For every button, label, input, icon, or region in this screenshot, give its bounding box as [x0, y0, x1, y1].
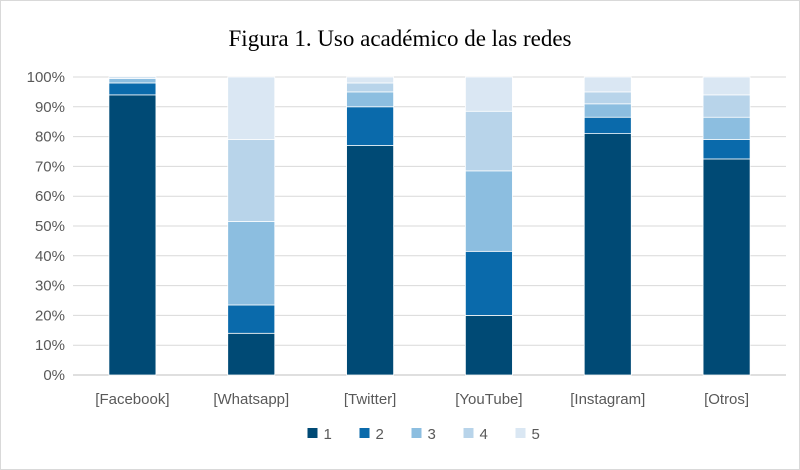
- bar-segment-3: [346, 91, 394, 108]
- x-category-label: [Otros]: [704, 391, 749, 408]
- bars: [108, 76, 751, 376]
- legend-label: 5: [532, 426, 540, 443]
- bar-segment-4: [465, 110, 513, 172]
- bar-segment-4: [346, 82, 394, 93]
- y-tick-label: 90%: [35, 99, 65, 116]
- legend-swatch: [515, 428, 526, 438]
- legend-label: 2: [376, 426, 384, 443]
- bar-segment-1: [583, 133, 632, 376]
- y-tick-label: 10%: [35, 337, 65, 354]
- x-category-label: [Facebook]: [95, 391, 169, 408]
- bar-segment-1: [465, 315, 513, 376]
- bar-segment-2: [465, 250, 513, 316]
- bar-segment-1: [346, 145, 394, 376]
- y-tick-label: 70%: [35, 158, 65, 175]
- y-tick-label: 40%: [35, 248, 65, 265]
- y-tick-label: 0%: [43, 367, 65, 384]
- bar-segment-3: [465, 170, 513, 252]
- x-category-label: [Twitter]: [344, 391, 397, 408]
- bar-segment-2: [227, 304, 276, 334]
- bar-segment-3: [227, 221, 276, 306]
- legend-label: 1: [324, 426, 332, 443]
- y-tick-label: 80%: [35, 129, 65, 146]
- legend-swatch: [463, 428, 474, 438]
- bar-segment-3: [583, 103, 632, 118]
- y-axis: 0% 10% 20% 30% 40% 50% 60% 70% 80% 90% 100%: [27, 69, 65, 384]
- legend: 1 2 3 4 5: [307, 426, 540, 443]
- bar-segment-4: [227, 139, 276, 222]
- y-tick-label: 60%: [35, 188, 65, 205]
- chart-title: Figura 1. Uso académico de las redes: [229, 26, 572, 51]
- legend-swatch: [411, 428, 422, 438]
- x-category-label: [Whatsapp]: [213, 391, 289, 408]
- bar-segment-4: [108, 76, 157, 79]
- bar-segment-5: [227, 76, 276, 140]
- legend-swatch: [359, 428, 370, 438]
- bar-segment-4: [583, 91, 632, 105]
- y-tick-label: 100%: [27, 69, 65, 86]
- bar-segment-3: [702, 116, 751, 140]
- bar-segment-2: [108, 82, 157, 96]
- bar-segment-4: [702, 94, 751, 118]
- bar-segment-5: [346, 76, 394, 84]
- bar-segment-2: [583, 116, 632, 134]
- legend-label: 3: [428, 426, 436, 443]
- y-tick-label: 50%: [35, 218, 65, 235]
- y-tick-label: 20%: [35, 307, 65, 324]
- bar-segment-1: [227, 332, 276, 376]
- x-category-label: [YouTube]: [455, 391, 522, 408]
- bar-segment-1: [702, 158, 751, 376]
- bar-segment-5: [702, 76, 751, 96]
- bar-segment-2: [702, 139, 751, 160]
- bar-segment-5: [465, 76, 513, 112]
- bar-segment-2: [346, 106, 394, 146]
- x-category-label: [Instagram]: [570, 391, 645, 408]
- bar-segment-5: [583, 76, 632, 93]
- gridlines: [73, 76, 786, 376]
- y-tick-label: 30%: [35, 278, 65, 295]
- x-axis: [Facebook] [Whatsapp] [Twitter] [YouTube] [I…: [95, 391, 749, 408]
- bar-segment-1: [108, 94, 157, 376]
- bar-segment-3: [108, 78, 157, 84]
- legend-swatch: [307, 428, 318, 438]
- legend-label: 4: [480, 426, 488, 443]
